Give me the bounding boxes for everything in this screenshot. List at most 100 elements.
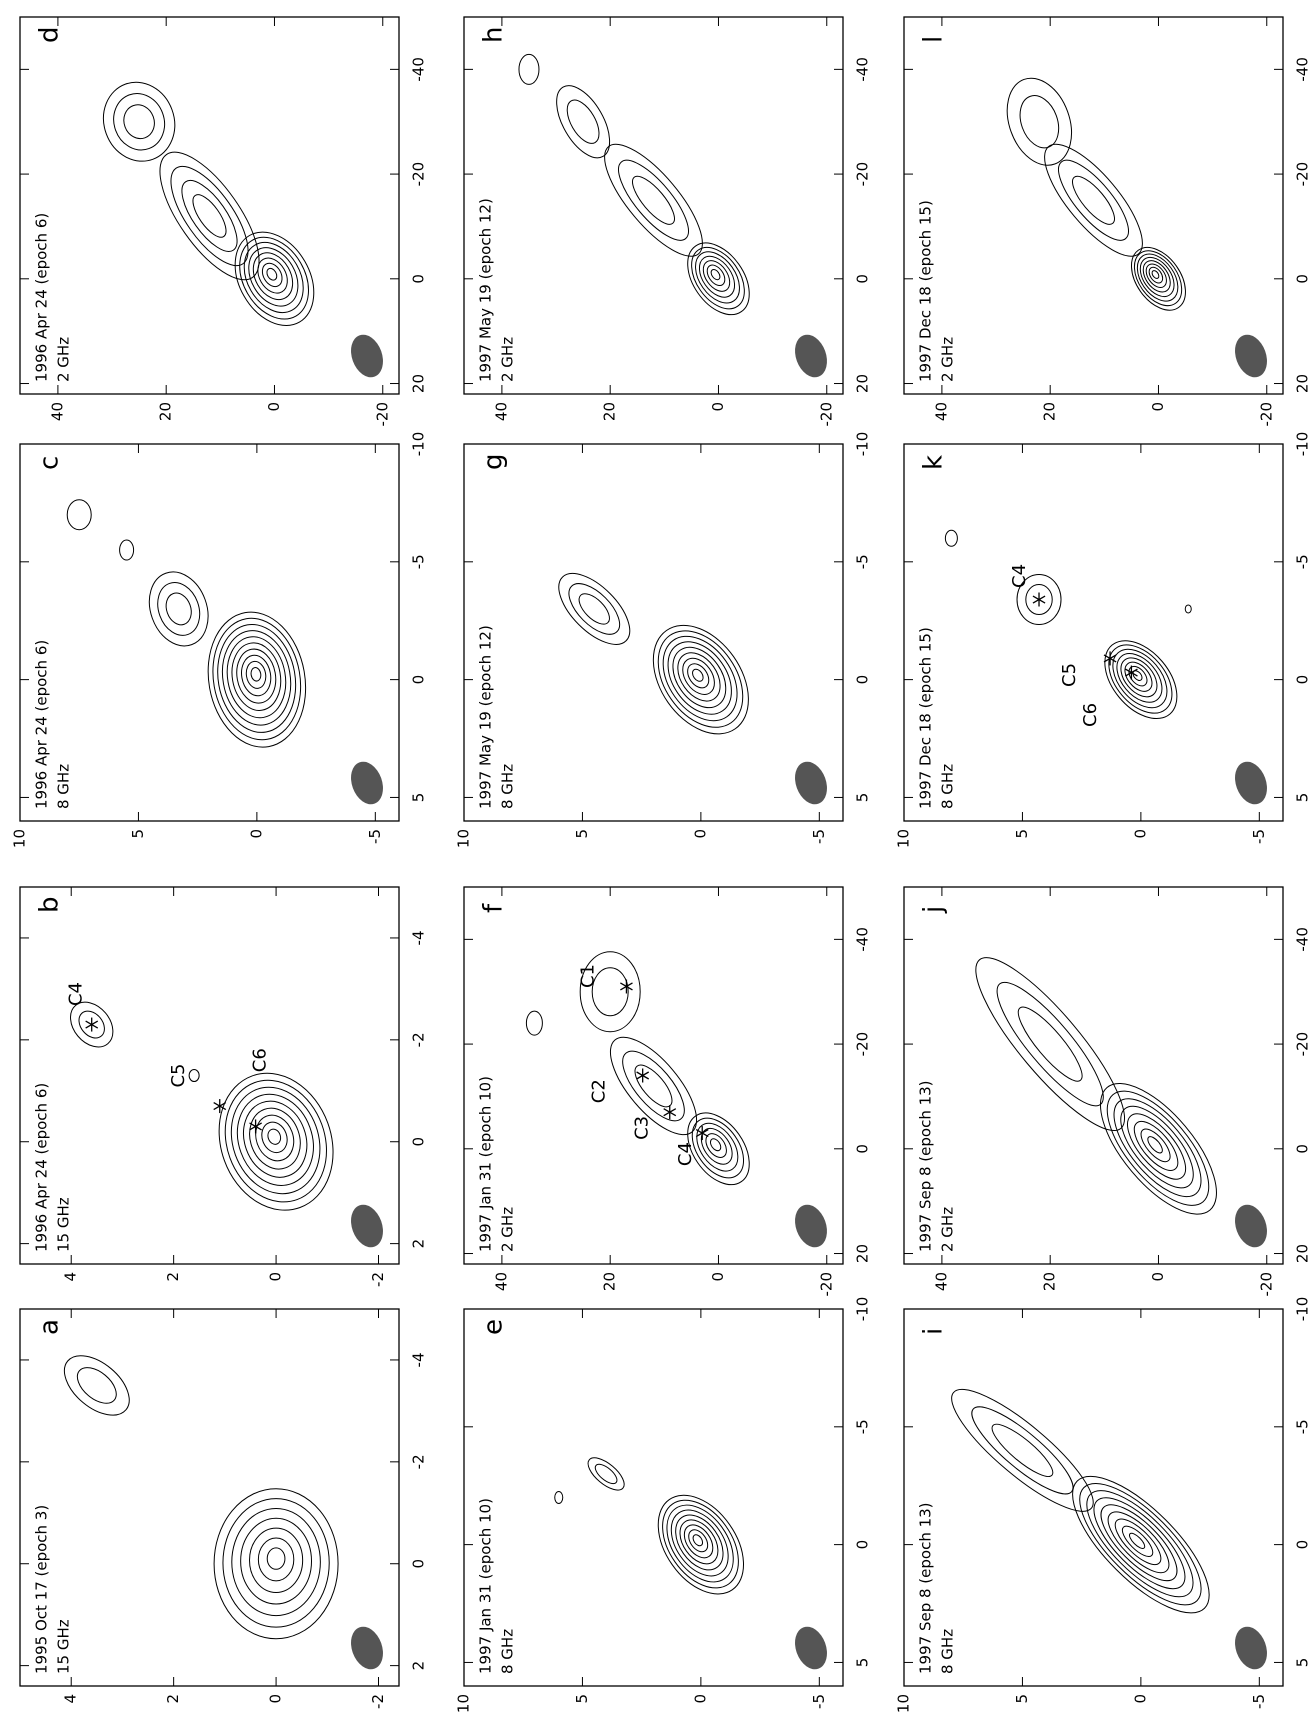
contour (612, 1042, 694, 1131)
contour (641, 1479, 761, 1609)
x-tick-label: -10 (1294, 1297, 1308, 1322)
contour (142, 137, 277, 294)
contour (241, 1518, 312, 1604)
contour (691, 1533, 704, 1547)
contour (1145, 1134, 1165, 1155)
y-tick-label: 0 (267, 1272, 285, 1282)
frequency: 8 GHz (939, 764, 957, 809)
y-tick-label: 0 (1131, 1694, 1149, 1704)
panel-label: h (479, 27, 509, 43)
contour (162, 590, 196, 629)
component-label: C4 (1009, 564, 1030, 588)
contour (996, 69, 1083, 174)
contour (686, 244, 748, 311)
y-tick-label: -20 (373, 402, 391, 427)
contour (1125, 663, 1150, 689)
y-tick-label: -2 (369, 1272, 387, 1287)
panel-label: c (35, 456, 65, 470)
y-tick-label: 5 (573, 1694, 591, 1704)
contours (555, 1452, 833, 1674)
panel-label: a (35, 1319, 65, 1335)
epoch-date: 1997 Sep 8 (epoch 13) (917, 1502, 935, 1674)
frame (20, 887, 399, 1264)
x-tick-label: -10 (410, 432, 428, 457)
x-tick-label: 5 (410, 793, 428, 803)
contour (1120, 657, 1158, 696)
contour (626, 170, 681, 230)
beam (1229, 757, 1272, 809)
contour (574, 589, 615, 630)
contour (983, 970, 1117, 1118)
x-tick-label: 2 (410, 1239, 428, 1249)
frame (464, 1309, 843, 1686)
contour (120, 540, 134, 560)
y-tick-label: 40 (932, 402, 950, 421)
contour (945, 530, 957, 546)
contours (62, 994, 389, 1252)
contour (688, 1116, 746, 1179)
x-tick-label: 0 (854, 1144, 872, 1154)
component-label: C5 (1059, 663, 1080, 687)
contour (172, 172, 247, 259)
frequency: 8 GHz (499, 764, 517, 809)
panel-label: k (919, 455, 949, 470)
y-tick-label: 0 (691, 829, 709, 839)
x-tick-label: -40 (1294, 57, 1308, 82)
beam (789, 757, 832, 809)
contour (1048, 150, 1140, 250)
epoch-date: 1996 Apr 24 (epoch 6) (33, 640, 51, 809)
contour (204, 611, 310, 747)
contour (937, 1373, 1107, 1527)
y-tick-label: 40 (932, 1272, 950, 1291)
x-tick-label: -10 (854, 432, 872, 457)
contour (596, 1024, 711, 1148)
contour (708, 1137, 722, 1153)
y-tick-label: 20 (1041, 402, 1059, 421)
panel-label: l (919, 36, 949, 43)
y-tick-label: 5 (129, 829, 147, 839)
contours (945, 530, 1272, 809)
contour (250, 1110, 300, 1166)
y-tick-label: -20 (817, 402, 835, 427)
y-tick-label: 10 (895, 829, 913, 848)
contour (119, 100, 159, 142)
panel-label: g (479, 453, 509, 470)
contour (1066, 170, 1121, 230)
x-tick-label: 20 (1294, 1244, 1308, 1263)
y-tick-label: 2 (164, 1694, 182, 1704)
x-tick-label: -5 (854, 554, 872, 569)
frame (904, 444, 1283, 821)
frame (20, 17, 399, 394)
contour (666, 1506, 733, 1578)
panel: 50-5-101050-51997 May 19 (epoch 12)8 GHz… (455, 432, 872, 848)
beam (789, 330, 832, 382)
contour (1136, 1124, 1175, 1166)
contour (1080, 1065, 1236, 1233)
beam (1229, 1622, 1272, 1674)
y-tick-label: -20 (1257, 1272, 1275, 1297)
y-tick-label: -5 (1250, 1694, 1268, 1709)
beam (345, 1200, 388, 1252)
panel: 50-5-101050-51996 Apr 24 (epoch 6)8 GHzc (11, 432, 428, 848)
beam (1229, 1200, 1272, 1252)
x-tick-label: 5 (854, 793, 872, 803)
y-tick-label: 0 (247, 829, 265, 839)
x-tick-label: 0 (410, 1137, 428, 1147)
x-tick-label: -20 (1294, 162, 1308, 187)
contour (702, 1130, 731, 1161)
contour (1099, 1085, 1216, 1211)
contour (1010, 1000, 1090, 1089)
frame (464, 887, 843, 1264)
contour (683, 660, 713, 692)
contour (252, 253, 293, 299)
contour (258, 1538, 293, 1581)
contour (583, 1452, 630, 1496)
panel: 50-5-101050-51997 Sep 8 (epoch 13)8 GHzi (895, 1297, 1308, 1713)
contour (1133, 251, 1181, 303)
contour (258, 1119, 292, 1157)
contour (226, 225, 323, 331)
contour (266, 1127, 283, 1146)
x-tick-label: -10 (854, 1297, 872, 1322)
contour (608, 150, 700, 250)
y-tick-label: -20 (817, 1272, 835, 1297)
